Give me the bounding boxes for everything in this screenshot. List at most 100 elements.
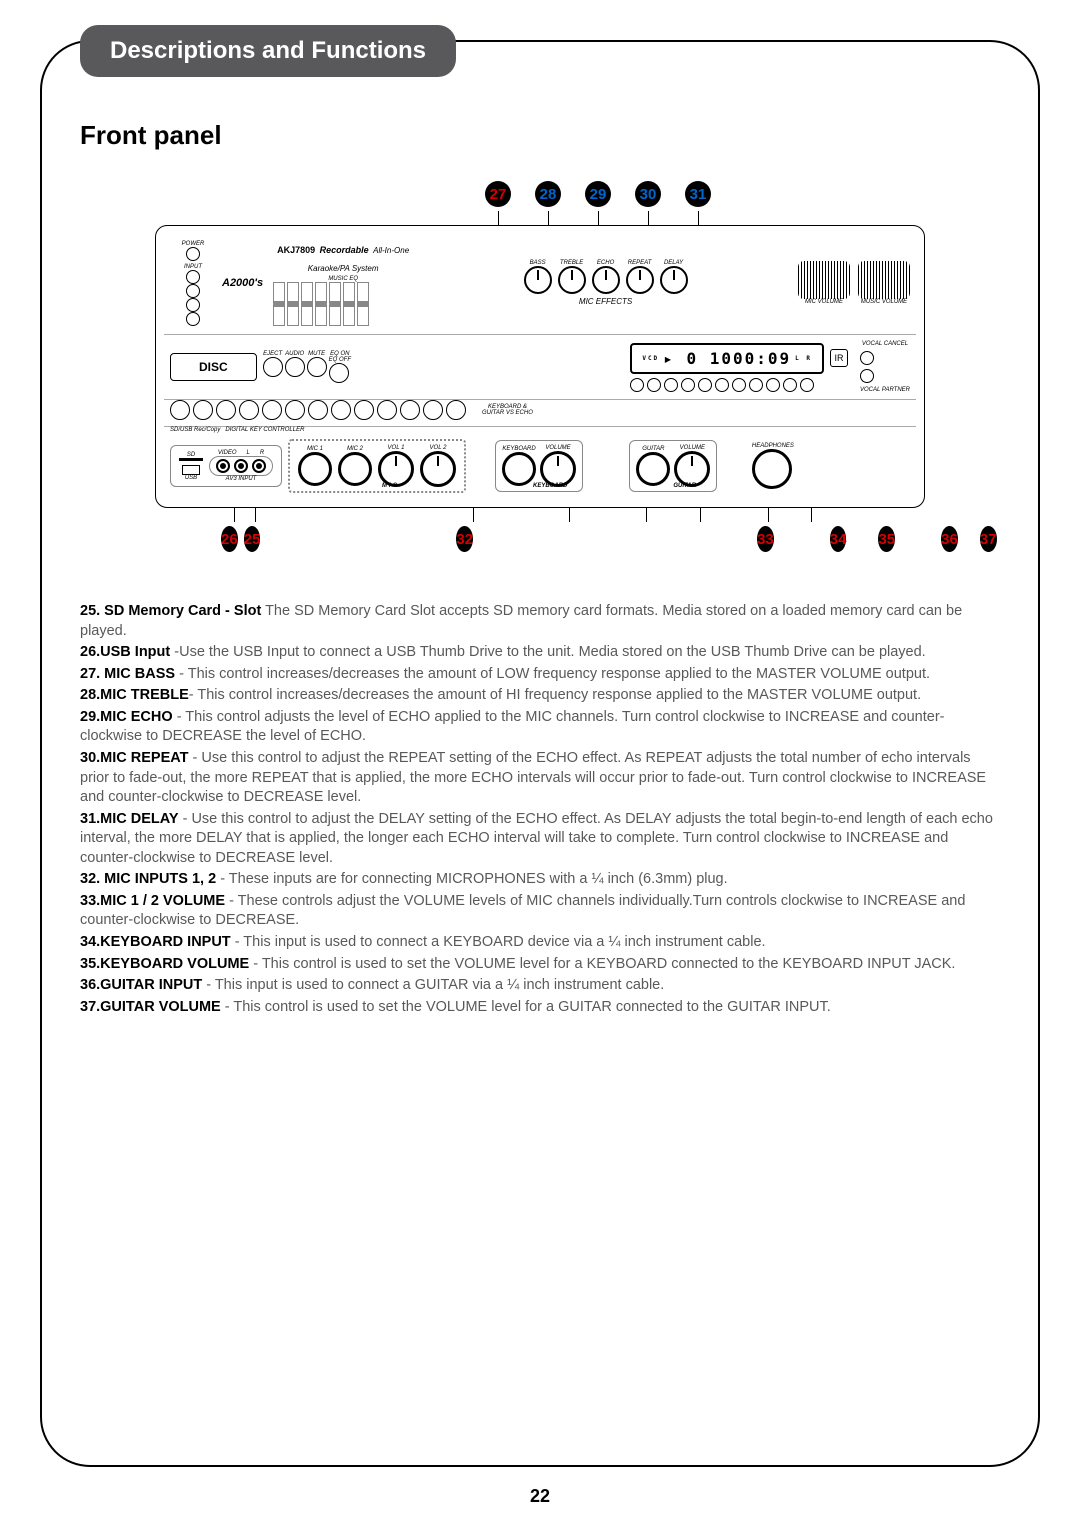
leader-lines-bottom	[155, 508, 925, 522]
d-btn[interactable]	[216, 400, 236, 420]
content-area: Front panel 27 28 29 30 31 POWER INPUT	[80, 120, 1000, 1019]
play-btn[interactable]	[400, 400, 420, 420]
mic-effects-label: MIC EFFECTS	[579, 297, 632, 306]
headphones-label: HEADPHONES	[752, 443, 794, 449]
model-number: AKJ7809	[277, 245, 315, 255]
desc-26: 26.USB Input -Use the USB Input to conne…	[80, 643, 1000, 663]
delay-knob[interactable]	[660, 266, 688, 294]
mic-volume-label: MIC VOLUME	[798, 299, 850, 305]
keyboard-section-label: KEYBOARD	[533, 483, 567, 489]
usb-slot[interactable]	[182, 465, 200, 475]
av3-video-jack[interactable]	[216, 459, 230, 473]
sd-slot[interactable]	[179, 458, 203, 461]
mic-volume-grille	[798, 261, 850, 299]
eject-button[interactable]	[263, 357, 283, 377]
mic2-jack[interactable]	[338, 452, 372, 486]
callout-row-top: 27 28 29 30 31	[155, 181, 925, 207]
input-disc-usb[interactable]	[186, 270, 200, 284]
pause-btn[interactable]	[423, 400, 443, 420]
mic2-label: MIC 2	[338, 446, 372, 452]
vocal-cancel-btn[interactable]	[860, 351, 874, 365]
bass-knob[interactable]	[524, 266, 552, 294]
av3-right-jack[interactable]	[252, 459, 266, 473]
callout-32: 32	[456, 526, 473, 552]
av3-left-jack[interactable]	[234, 459, 248, 473]
guitar-jack-label: GUITAR	[636, 446, 670, 452]
callout-36: 36	[941, 526, 958, 552]
audio-label: AUDIO	[285, 351, 305, 357]
callout-29: 29	[585, 181, 611, 207]
desc-27: 27. MIC BASS - This control increases/de…	[80, 665, 1000, 685]
next-btn[interactable]	[308, 400, 328, 420]
mic1-jack[interactable]	[298, 452, 332, 486]
mute-label: MUTE	[307, 351, 327, 357]
descriptions-list: 25. SD Memory Card - Slot The SD Memory …	[80, 602, 1000, 1017]
recordable-text: Recordable	[320, 245, 369, 255]
input-av1[interactable]	[186, 284, 200, 298]
eq-sliders[interactable]	[273, 282, 413, 326]
mute-button[interactable]	[307, 357, 327, 377]
guitar-section-label: GUITAR	[673, 483, 696, 489]
input-av2[interactable]	[186, 298, 200, 312]
disc-tray[interactable]: DISC	[170, 353, 257, 381]
s-btn[interactable]	[262, 400, 282, 420]
mic-section-label: MIC	[382, 483, 399, 489]
front-panel-diagram: 27 28 29 30 31 POWER INPUT	[155, 181, 925, 552]
callout-34: 34	[830, 526, 847, 552]
n-btn[interactable]	[239, 400, 259, 420]
desc-29: 29.MIC ECHO - This control adjusts the l…	[80, 708, 1000, 747]
digital-key-label: DIGITAL KEY CONTROLLER	[225, 427, 304, 433]
device-panel: POWER INPUT A2000's AKJ7809 Recordable A…	[155, 225, 925, 508]
desc-37: 37.GUITAR VOLUME - This control is used …	[80, 998, 1000, 1018]
rscan-btn[interactable]	[331, 400, 351, 420]
mic1-label: MIC 1	[298, 446, 332, 452]
desc-31: 31.MIC DELAY - Use this control to adjus…	[80, 810, 1000, 869]
section-header-tab: Descriptions and Functions	[80, 25, 456, 77]
usb-label: USB	[185, 475, 197, 481]
repeat-knob[interactable]	[626, 266, 654, 294]
brand-logo: A2000's	[222, 277, 263, 289]
audio-button[interactable]	[285, 357, 305, 377]
mic-vol2-knob[interactable]	[420, 451, 456, 487]
key-btn[interactable]	[170, 400, 190, 420]
callout-37: 37	[980, 526, 997, 552]
callout-31: 31	[685, 181, 711, 207]
vocal-partner-btn[interactable]	[860, 369, 874, 383]
treble-knob[interactable]	[558, 266, 586, 294]
input-av3[interactable]	[186, 312, 200, 326]
input-label: INPUT	[184, 264, 202, 270]
sd-usb-rec-label: SD/USB Rec/Copy	[170, 427, 220, 433]
keyboard-jack[interactable]	[502, 452, 536, 486]
desc-34: 34.KEYBOARD INPUT - This input is used t…	[80, 933, 1000, 953]
callout-26: 26	[221, 526, 238, 552]
remote-sensor-icon: IR	[830, 349, 848, 367]
keyboard-volume-knob[interactable]	[540, 451, 576, 487]
lcd-display: VCD ▸ 0 1000:09 L R	[630, 343, 824, 374]
av3-input-label: AV3 INPUT	[226, 476, 257, 482]
callout-35: 35	[878, 526, 895, 552]
desc-28: 28.MIC TREBLE- This control increases/de…	[80, 686, 1000, 706]
keyboard-jack-label: KEYBOARD	[502, 446, 536, 452]
number-pad[interactable]	[630, 378, 848, 392]
guitar-jack[interactable]	[636, 452, 670, 486]
desc-35: 35.KEYBOARD VOLUME - This control is use…	[80, 955, 1000, 975]
echo-knob[interactable]	[592, 266, 620, 294]
power-button[interactable]	[186, 247, 200, 261]
stop-btn[interactable]	[377, 400, 397, 420]
headphones-jack[interactable]	[752, 449, 792, 489]
fscan-btn[interactable]	[354, 400, 374, 420]
desc-36: 36.GUITAR INPUT - This input is used to …	[80, 976, 1000, 996]
desc-32: 32. MIC INPUTS 1, 2 - These inputs are f…	[80, 870, 1000, 890]
section-title: Front panel	[80, 120, 1000, 151]
kb-guitar-echo-label: KEYBOARD & GUITAR VS ECHO	[482, 404, 533, 416]
onoff-btn[interactable]	[446, 400, 466, 420]
opt-off-btn[interactable]	[193, 400, 213, 420]
page-number: 22	[530, 1486, 550, 1507]
music-volume-label: MUSIC VOLUME	[858, 299, 910, 305]
callout-33: 33	[757, 526, 774, 552]
prev-btn[interactable]	[285, 400, 305, 420]
eq-button[interactable]	[329, 363, 349, 383]
mic-vol1-knob[interactable]	[378, 451, 414, 487]
guitar-volume-knob[interactable]	[674, 451, 710, 487]
power-label: POWER	[182, 241, 205, 247]
